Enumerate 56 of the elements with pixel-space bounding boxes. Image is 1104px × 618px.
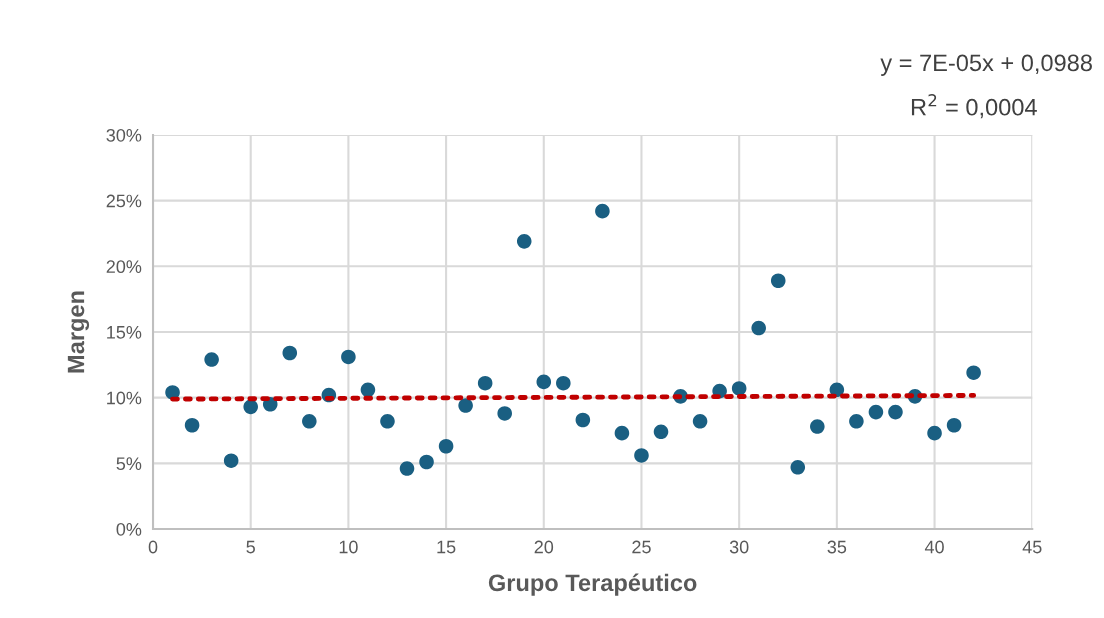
x-tick-label: 35 [827,540,847,554]
point [243,399,258,415]
x-tick-label: 45 [1022,540,1042,554]
point [380,414,395,429]
point [946,417,962,433]
point [302,414,317,429]
point [614,425,630,441]
x-tick-label: 20 [534,540,554,554]
point [536,374,552,390]
y-tick-label: 30% [106,128,142,142]
point [731,381,747,396]
point [849,414,864,429]
x-tick-label: 40 [924,540,944,554]
point [497,406,512,421]
point [204,352,219,367]
point [692,414,708,429]
y-tick-label: 5% [116,457,142,471]
x-axis-title: Grupo Terapéutico [488,573,697,596]
point [653,424,669,440]
point [477,375,493,391]
point [966,365,981,380]
y-tick-label: 25% [106,194,142,208]
point [810,419,825,434]
point [556,375,571,391]
point [770,273,786,289]
point [341,349,356,365]
y-tick-label: 10% [107,391,142,405]
point [516,234,532,249]
point [458,398,473,413]
point [575,412,591,428]
y-tick-label: 15% [107,326,142,339]
text: y = 7E-05x + 0,0988 [880,54,1092,76]
point [888,404,903,420]
x-tick-label: 0 [148,540,158,554]
y-tick-label: 0% [116,522,142,536]
point [751,320,766,336]
point [282,345,298,361]
point [927,425,942,441]
point [360,382,376,398]
point [184,417,200,433]
y-tick-label: 20% [106,260,142,274]
x-tick-label: 15 [437,540,456,554]
x-tick-label: 25 [632,540,651,554]
point [868,404,884,420]
point [790,459,806,475]
text: R$^{2}$ = 0,0004 [911,94,1037,119]
x-tick-label: 30 [729,540,749,554]
point [223,453,239,468]
point [399,461,415,476]
y-axis-title: Margen [67,291,90,373]
x-tick-label: 5 [246,540,255,554]
point [634,448,649,463]
point [438,438,454,454]
x-tick-label: 10 [339,540,358,554]
point [419,454,434,470]
point [595,203,610,219]
